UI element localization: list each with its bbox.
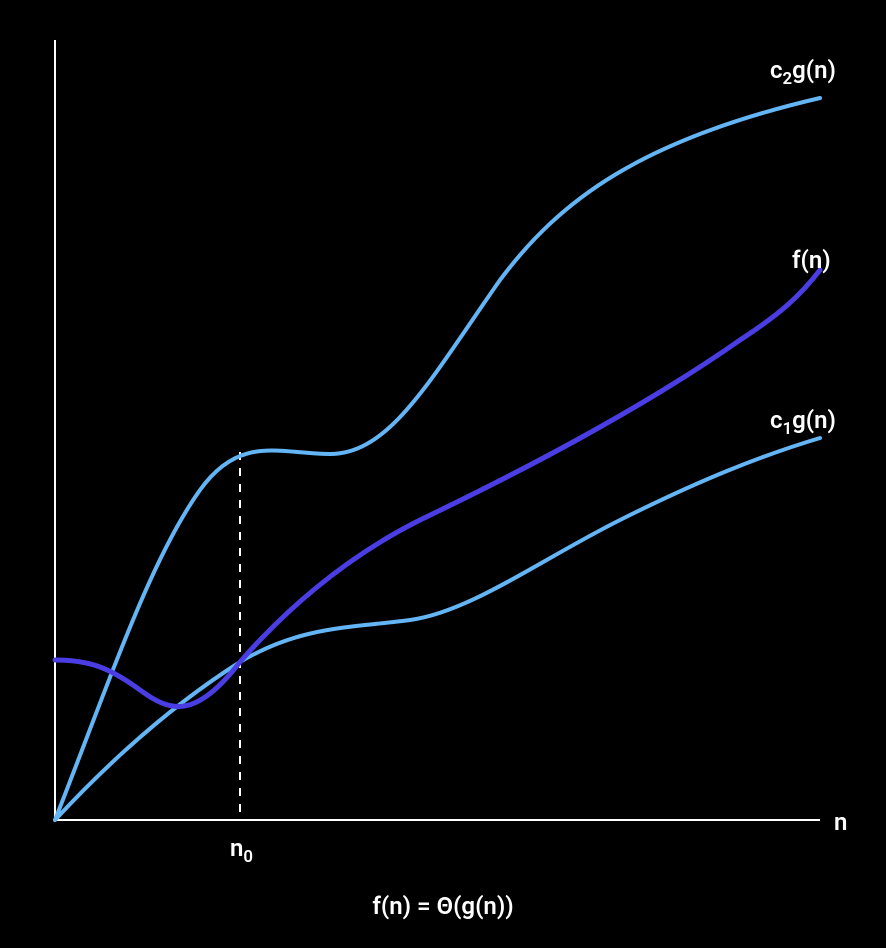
curve-c1g [55,438,820,820]
theta-notation-chart: c2g(n) f(n) c1g(n) n n0 f(n) = Θ(g(n)) [0,0,886,948]
label-f: f(n) [792,246,831,274]
curve-f [55,270,820,706]
label-x-axis: n [834,808,847,836]
chart-caption: f(n) = Θ(g(n)) [0,892,886,920]
chart-svg [0,0,886,948]
label-n0: n0 [230,834,253,867]
label-c2g: c2g(n) [770,56,836,89]
label-c1g: c1g(n) [770,406,836,439]
